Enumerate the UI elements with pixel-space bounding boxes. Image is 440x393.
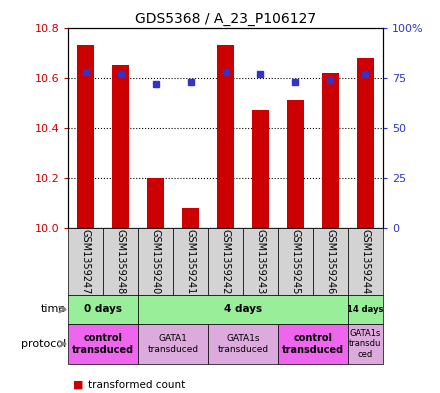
Bar xyxy=(182,208,199,228)
Bar xyxy=(252,110,269,228)
Text: transformed count: transformed count xyxy=(88,380,185,390)
Text: GSM1359244: GSM1359244 xyxy=(360,229,370,294)
Text: GSM1359240: GSM1359240 xyxy=(150,229,161,294)
Text: GSM1359248: GSM1359248 xyxy=(116,229,126,294)
Text: GATA1s
transdu
ced: GATA1s transdu ced xyxy=(349,329,381,359)
Text: control
transduced: control transduced xyxy=(72,333,134,354)
Bar xyxy=(147,178,164,228)
Text: GSM1359247: GSM1359247 xyxy=(81,229,91,294)
Text: GSM1359246: GSM1359246 xyxy=(325,229,335,294)
Text: 0 days: 0 days xyxy=(84,305,122,314)
Bar xyxy=(287,100,304,228)
Text: GSM1359245: GSM1359245 xyxy=(290,229,301,294)
Text: 14 days: 14 days xyxy=(347,305,384,314)
Text: ■: ■ xyxy=(73,380,83,390)
Text: control
transduced: control transduced xyxy=(282,333,344,354)
Text: GATA1s
transduced: GATA1s transduced xyxy=(217,334,268,354)
Title: GDS5368 / A_23_P106127: GDS5368 / A_23_P106127 xyxy=(135,13,316,26)
Bar xyxy=(217,45,234,228)
Text: GATA1
transduced: GATA1 transduced xyxy=(147,334,198,354)
Bar xyxy=(77,45,95,228)
Bar xyxy=(322,73,339,228)
Text: GSM1359243: GSM1359243 xyxy=(256,229,265,294)
Text: GSM1359241: GSM1359241 xyxy=(186,229,195,294)
Bar xyxy=(112,65,129,228)
Text: 4 days: 4 days xyxy=(224,305,262,314)
Bar xyxy=(356,58,374,228)
Text: time: time xyxy=(41,305,66,314)
Text: GSM1359242: GSM1359242 xyxy=(220,229,231,294)
Text: protocol: protocol xyxy=(21,339,66,349)
